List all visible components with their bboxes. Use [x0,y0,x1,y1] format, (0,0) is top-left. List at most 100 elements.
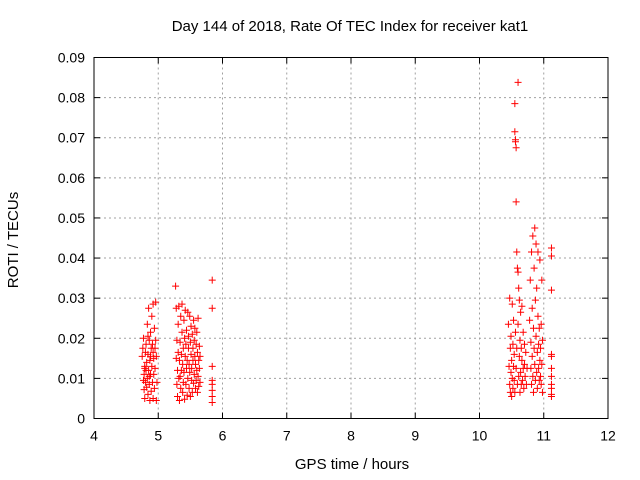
data-point [208,362,216,370]
data-point [509,340,517,348]
data-point [531,296,539,304]
data-point [514,78,522,86]
data-point [535,376,543,384]
data-point [517,308,525,316]
data-point [141,378,149,386]
data-point [142,340,150,348]
data-point [138,352,146,360]
data-point [520,384,528,392]
data-point [537,372,545,380]
data-point [177,312,185,320]
data-point [534,248,542,256]
data-point [146,356,154,364]
data-point [537,344,545,352]
data-point [511,128,519,136]
data-point [538,336,546,344]
data-point [512,144,520,152]
data-point [538,276,546,284]
data-point [145,372,153,380]
data-point [521,372,529,380]
x-tick-label: 12 [600,428,616,444]
data-point [181,352,189,360]
data-point [152,396,160,404]
data-point [208,276,216,284]
data-point [533,384,541,392]
data-point [528,248,536,256]
data-point [145,366,153,374]
data-point [185,384,193,392]
data-point [547,364,555,372]
data-point [150,324,158,332]
data-point [182,340,190,348]
data-point [144,390,152,398]
data-point [507,332,515,340]
y-tick-label: 0.07 [58,130,85,146]
y-axis-label: ROTI / TECUs [5,191,22,289]
plot-border [93,57,609,419]
data-point [195,342,203,350]
y-tick-label: 0.01 [58,370,85,386]
data-point [517,344,525,352]
x-tick-label: 7 [283,428,291,444]
data-point [527,338,535,346]
data-point [208,398,216,406]
data-point [511,100,519,108]
x-tick-label: 6 [219,428,227,444]
data-point [193,348,201,356]
data-point [182,380,190,388]
data-point [535,364,543,372]
data-point [513,264,521,272]
x-tick-label: 8 [347,428,355,444]
data-point [531,224,539,232]
data-point [190,336,198,344]
data-point [512,198,520,206]
data-point [139,334,147,342]
data-point [174,392,182,400]
axis-ticks: 4 5 6 7 8 9 10 11 12 0 0.01 0.02 0.03 0.04 0.05 0.06 0.0… [58,50,616,444]
data-point [188,364,196,372]
data-point [538,360,546,368]
data-point [529,388,537,396]
data-point [529,372,537,380]
data-point [175,396,183,404]
data-point [522,348,530,356]
data-point [515,372,523,380]
data-point [179,388,187,396]
data-point [149,348,157,356]
data-point [517,368,525,376]
data-point [208,392,216,400]
data-point [507,368,515,376]
data-points [138,78,555,406]
data-point [177,350,185,358]
data-point [195,356,203,364]
data-point [537,380,545,388]
data-point [520,340,528,348]
data-point [547,252,555,260]
data-point [528,380,536,388]
data-point [506,344,514,352]
data-point [147,352,155,360]
data-point [532,240,540,248]
data-point [187,322,195,330]
data-point [511,136,519,144]
data-point [188,330,196,338]
data-point [509,384,517,392]
data-point [519,328,527,336]
data-point [186,392,194,400]
data-point [141,394,149,402]
data-point [152,336,160,344]
data-point [193,388,201,396]
data-point [533,368,541,376]
data-point [528,304,536,312]
data-point [150,384,158,392]
data-point [192,360,200,368]
data-point [153,378,161,386]
data-point [179,360,187,368]
data-point [535,340,543,348]
data-point [190,316,198,324]
data-point [508,356,516,364]
data-point [144,332,152,340]
data-point [186,312,194,320]
data-point [514,268,522,276]
